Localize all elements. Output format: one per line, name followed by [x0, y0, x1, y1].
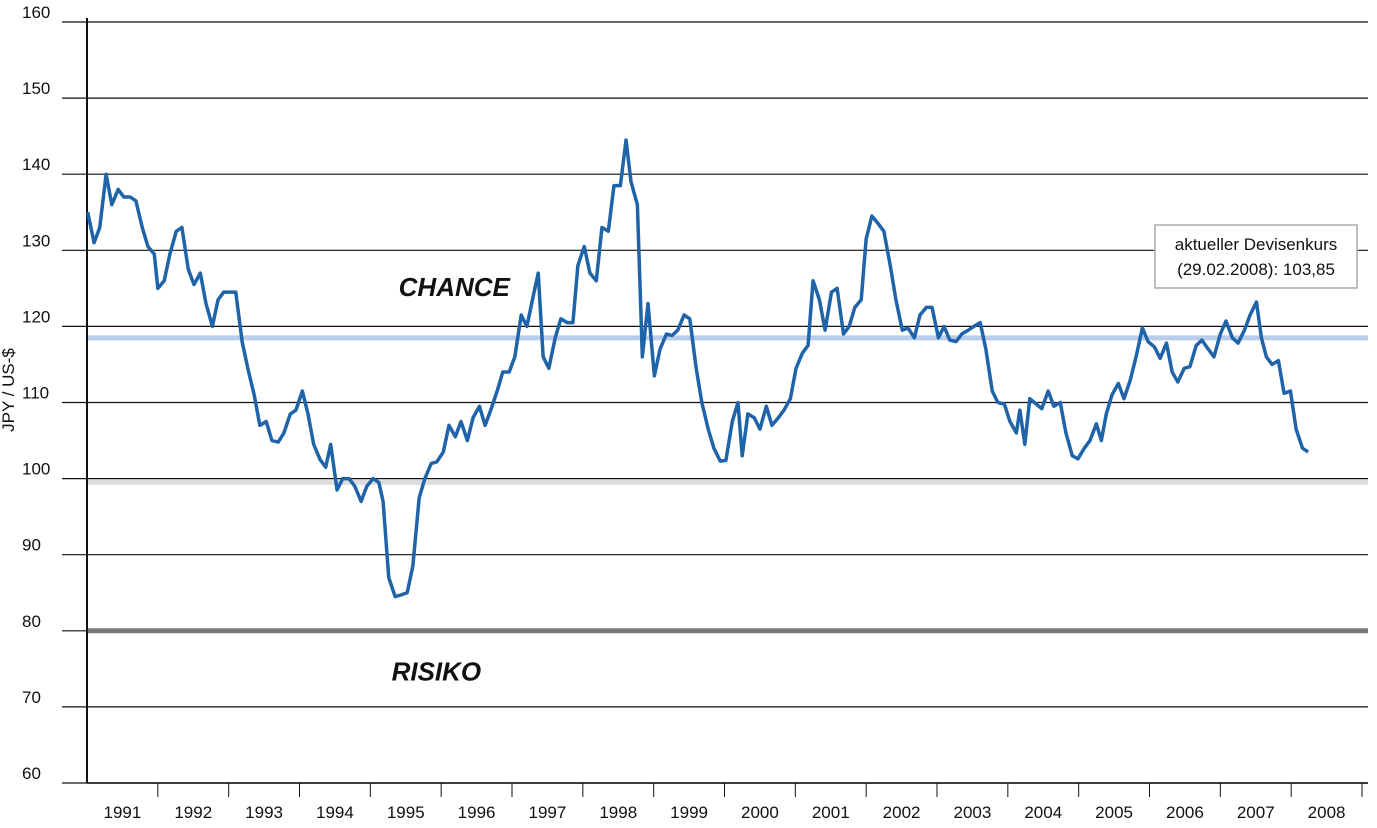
x-tick-label: 1993: [245, 803, 283, 822]
note-text: aktueller Devisenkurs: [1175, 235, 1338, 254]
y-tick-label: 120: [22, 307, 50, 326]
x-tick-label: 1994: [316, 803, 354, 822]
x-tick-label: 2000: [741, 803, 779, 822]
y-axis-label: JPY / US-$: [0, 348, 18, 432]
y-tick-label: 80: [22, 612, 41, 631]
x-tick-label: 2007: [1237, 803, 1275, 822]
note-box: aktueller Devisenkurs (29.02.2008): 103,8…: [1154, 224, 1358, 289]
y-tick-label: 60: [22, 764, 41, 783]
x-tick-label: 1996: [458, 803, 496, 822]
y-tick-label: 140: [22, 155, 50, 174]
x-tick-label: 2001: [812, 803, 850, 822]
x-tick-label: 2008: [1308, 803, 1346, 822]
y-tick-label: 130: [22, 231, 50, 250]
y-tick-label: 110: [22, 384, 49, 403]
x-tick-label: 1997: [529, 803, 567, 822]
x-tick-label: 2005: [1095, 803, 1133, 822]
y-tick-label: 150: [22, 79, 50, 98]
annotation: CHANCE: [399, 272, 511, 302]
line-series: [85, 138, 1310, 599]
y-tick-label: 160: [22, 3, 50, 22]
x-tick-label: 1999: [670, 803, 708, 822]
x-tick-label: 1991: [104, 803, 142, 822]
x-tick-label: 2006: [1166, 803, 1204, 822]
x-tick-label: 2002: [883, 803, 921, 822]
x-tick-label: 1995: [387, 803, 425, 822]
annotation: RISIKO: [392, 656, 482, 686]
note-box-frame: [1154, 224, 1358, 289]
y-tick-label: 100: [22, 460, 50, 479]
x-tick-label: 2003: [954, 803, 992, 822]
x-tick-label: 2004: [1024, 803, 1062, 822]
y-tick-label: 70: [22, 688, 41, 707]
y-tick-label: 90: [22, 536, 41, 555]
x-tick-label: 1992: [174, 803, 212, 822]
x-tick-label: 1998: [599, 803, 637, 822]
note-text: (29.02.2008): 103,85: [1177, 260, 1335, 279]
